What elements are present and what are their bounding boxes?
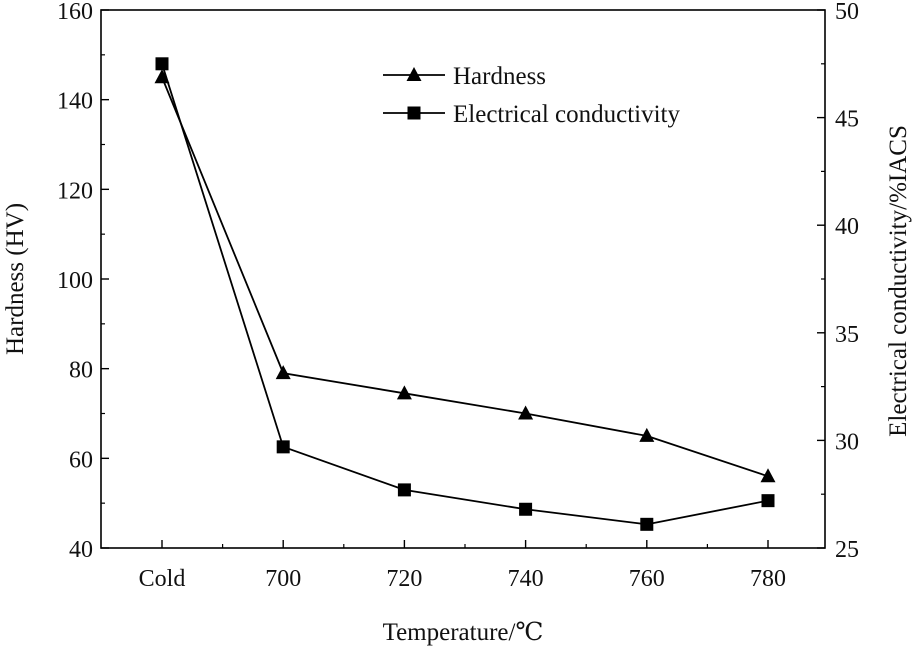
hardness-point xyxy=(518,405,534,420)
hardness-point xyxy=(275,365,291,380)
y-tick-label: 40 xyxy=(69,537,93,563)
y-tick-label: 80 xyxy=(69,358,93,384)
y-axis-label: Hardness (HV) xyxy=(2,203,29,355)
plot-frame xyxy=(100,9,826,549)
y-tick-label: 60 xyxy=(69,447,93,473)
y2-tick-label: 50 xyxy=(835,0,859,25)
hardness-point xyxy=(396,385,412,400)
x-tick-label: 720 xyxy=(386,566,422,592)
y2-tick-label: 25 xyxy=(835,537,859,563)
electrical-conductivity-point xyxy=(640,517,654,531)
electrical-conductivity-point xyxy=(761,494,775,508)
y-tick-label: 160 xyxy=(57,0,93,25)
y-tick-label: 140 xyxy=(57,89,93,115)
axis-ticks: Cold 700 720 740 760 780 40 60 80 100 120 140 160 25 3… xyxy=(57,0,859,592)
y2-tick-label: 35 xyxy=(835,322,859,348)
y-tick-label: 120 xyxy=(57,178,93,204)
hardness-line xyxy=(161,76,769,478)
legend-label-hardness: Hardness xyxy=(453,63,546,90)
legend-marker-electrical-conductivity xyxy=(407,106,421,120)
legend-label-electrical-conductivity: Electrical conductivity xyxy=(453,101,680,128)
x-tick-label: Cold xyxy=(139,566,186,592)
hardness-point xyxy=(760,468,776,483)
y-tick-label: 100 xyxy=(57,268,93,294)
y2-tick-label: 40 xyxy=(835,214,859,240)
electrical-conductivity-point xyxy=(397,483,411,497)
x-tick-label: 700 xyxy=(265,566,301,592)
x-tick-label: 780 xyxy=(750,566,786,592)
electrical-conductivity-point xyxy=(519,502,533,516)
x-axis-label: Temperature/℃ xyxy=(383,619,544,646)
hardness-point xyxy=(154,69,170,84)
legend-marker-hardness xyxy=(406,67,422,81)
legend: Hardness Electrical conductivity xyxy=(383,63,680,128)
electrical-conductivity-line xyxy=(161,63,769,526)
y2-tick-label: 45 xyxy=(835,107,859,133)
hardness-point xyxy=(639,427,655,442)
electrical-conductivity-point xyxy=(276,440,290,454)
x-tick-label: 760 xyxy=(629,566,665,592)
y2-axis-label: Electrical conductivity/%IACS xyxy=(885,125,912,437)
x-tick-label: 740 xyxy=(508,566,544,592)
y2-tick-label: 30 xyxy=(835,429,859,455)
electrical-conductivity-point xyxy=(155,57,169,71)
series-layer xyxy=(154,57,776,531)
